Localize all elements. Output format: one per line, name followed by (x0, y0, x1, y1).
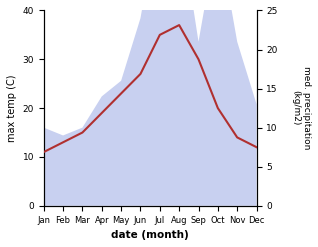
X-axis label: date (month): date (month) (111, 230, 189, 240)
Y-axis label: max temp (C): max temp (C) (7, 74, 17, 142)
Y-axis label: med. precipitation
(kg/m2): med. precipitation (kg/m2) (292, 66, 311, 150)
